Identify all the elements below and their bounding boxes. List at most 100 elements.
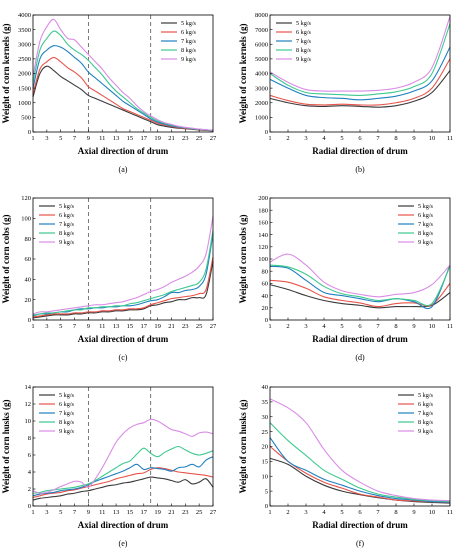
chart-panel: 1 3 5 7 9 11 13 15 17 19 21 23 25 2702468101214Axial … — [1, 384, 217, 548]
x-tick-label: 5 — [59, 509, 62, 516]
legend-label: 6 kg/s — [418, 401, 434, 408]
legend-label: 6 kg/s — [181, 29, 197, 36]
x-tick-label: 1 — [31, 509, 34, 516]
x-tick-label: 1 — [268, 135, 271, 142]
x-tick-label: 21 — [168, 135, 175, 142]
legend-label: 8 kg/s — [418, 230, 434, 237]
x-tick-label: 11 — [447, 509, 453, 516]
series-line — [269, 264, 451, 310]
x-tick-label: 7 — [73, 323, 77, 330]
y-tick-label: 8000 — [255, 12, 268, 19]
x-tick-label: 11 — [99, 323, 105, 330]
y-tick-label: 180 — [258, 207, 268, 214]
legend-label: 7 kg/s — [59, 410, 75, 417]
x-tick-label: 10 — [429, 509, 436, 516]
x-tick-label: 2 — [286, 323, 289, 330]
x-tick-label: 3 — [45, 509, 48, 516]
legend-label: 8 kg/s — [181, 47, 197, 54]
chart-panel: 1 2 3 4 5 6 7 8 9 10 11 0 5 10 15 20 25 30 35 40 Radial dire… — [238, 384, 453, 548]
y-tick-label: 1000 — [18, 100, 31, 107]
x-tick-label: 11 — [447, 323, 453, 330]
chart-panel: 1 3 5 7 9 11 13 15 17 19 21 23 25 2705001000150020002… — [1, 12, 217, 174]
legend-label: 9 kg/s — [59, 428, 75, 435]
legend-label: 5 kg/s — [418, 203, 434, 210]
y-tick-label: 3000 — [255, 85, 268, 92]
x-tick-label: 9 — [87, 509, 90, 516]
y-tick-label: 30 — [262, 414, 269, 421]
x-tick-label: 6 — [358, 323, 362, 330]
x-tick-label: 15 — [127, 509, 134, 516]
y-tick-label: 5 — [265, 488, 268, 495]
legend-label: 7 kg/s — [418, 221, 434, 228]
y-tick-label: 80 — [25, 236, 32, 243]
x-tick-label: 3 — [304, 323, 307, 330]
y-tick-label: 2000 — [18, 71, 31, 78]
y-tick-label: 0 — [265, 129, 268, 136]
x-tick-label: 11 — [99, 509, 105, 516]
legend-label: 8 kg/s — [59, 230, 75, 237]
y-tick-label: 100 — [258, 256, 268, 263]
x-tick-label: 1 — [268, 509, 271, 516]
panel-label: (b) — [355, 165, 365, 174]
panel-label: (f) — [356, 539, 364, 548]
panel-label: (d) — [355, 353, 365, 362]
y-tick-label: 14 — [25, 384, 32, 391]
legend-label: 9 kg/s — [181, 56, 197, 63]
legend-label: 7 kg/s — [296, 38, 312, 45]
y-tick-label: 0 — [28, 503, 31, 510]
x-tick-label: 25 — [196, 509, 203, 516]
x-tick-label: 2 — [286, 135, 289, 142]
legend-label: 6 kg/s — [418, 212, 434, 219]
series-line — [269, 437, 451, 503]
series-line — [32, 18, 214, 131]
legend-label: 9 kg/s — [418, 239, 434, 246]
legend-label: 8 kg/s — [418, 419, 434, 426]
x-axis-title: Radial direction of drum — [312, 146, 408, 156]
panel-label: (e) — [119, 539, 128, 548]
x-tick-label: 17 — [141, 509, 148, 516]
x-tick-label: 1 — [31, 135, 34, 142]
y-tick-label: 15 — [262, 459, 269, 466]
x-tick-label: 10 — [429, 323, 436, 330]
x-tick-label: 9 — [412, 509, 415, 516]
y-tick-label: 0 — [265, 317, 268, 324]
y-tick-label: 1500 — [18, 85, 31, 92]
x-tick-label: 9 — [87, 323, 90, 330]
y-tick-label: 60 — [25, 256, 32, 263]
x-tick-label: 15 — [127, 135, 134, 142]
x-tick-label: 3 — [45, 135, 48, 142]
series-line — [32, 65, 214, 132]
y-tick-label: 12 — [25, 401, 32, 408]
x-tick-label: 7 — [73, 509, 77, 516]
plot-frame — [32, 386, 214, 507]
x-tick-label: 5 — [340, 509, 343, 516]
series-line — [269, 264, 451, 307]
y-tick-label: 4000 — [255, 71, 268, 78]
legend: 5 kg/s 6 kg/s 7 kg/s 8 kg/s 9 kg/s — [39, 392, 75, 435]
chart-panel: 1 2 3 4 5 6 7 8 9 10 11 0 1000 2000 3000 4000 5000 6000 70… — [238, 12, 453, 174]
series-line — [32, 260, 214, 319]
y-tick-label: 7000 — [255, 27, 268, 34]
y-tick-label: 40 — [262, 293, 269, 300]
y-tick-label: 2000 — [255, 100, 268, 107]
x-tick-label: 1 — [31, 323, 34, 330]
y-tick-label: 40 — [262, 384, 269, 391]
y-tick-label: 0 — [28, 129, 31, 136]
series-line — [269, 398, 451, 502]
series-line — [32, 476, 214, 501]
y-tick-label: 10 — [25, 418, 32, 425]
x-tick-label: 4 — [322, 323, 326, 330]
y-tick-label: 2 — [28, 486, 31, 493]
chart-panel: 1 3 5 7 9 11 13 15 17 19 21 23 25 27020406080100120Ax… — [1, 195, 217, 362]
y-tick-label: 3000 — [18, 41, 31, 48]
legend-label: 5 kg/s — [418, 392, 434, 399]
series-line — [269, 279, 451, 308]
x-tick-label: 25 — [196, 135, 203, 142]
chart-panel: 1 2 3 4 5 6 7 8 9 10 11 0 20 40 60 80 100 120 140 160 180 200… — [238, 195, 453, 362]
legend-label: 7 kg/s — [59, 221, 75, 228]
x-tick-label: 19 — [154, 509, 161, 516]
y-tick-label: 200 — [258, 195, 268, 202]
y-axis-title: Weight of corn husks (g) — [1, 399, 11, 493]
x-tick-label: 6 — [358, 135, 362, 142]
x-tick-label: 5 — [59, 323, 62, 330]
